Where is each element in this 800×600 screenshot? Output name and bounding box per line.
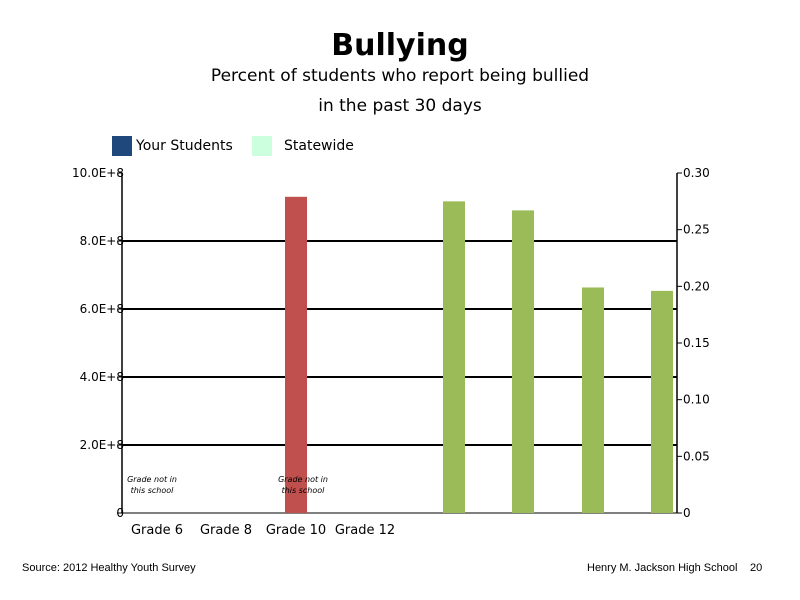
bar	[512, 210, 534, 513]
right-tick-label: 0.05	[683, 449, 710, 463]
left-tick-label: 10.0E+8	[72, 166, 124, 180]
annotation-grade-6: Grade not in this school	[127, 475, 177, 495]
legend-item-statewide: Statewide	[252, 136, 354, 156]
left-tick-label: 4.0E+8	[80, 370, 124, 384]
bar	[285, 196, 307, 514]
right-tick-label: 0.30	[683, 166, 710, 180]
bar	[582, 287, 604, 513]
footer-page-number: 20	[750, 562, 763, 574]
left-tick-label: 8.0E+8	[80, 234, 124, 248]
footer-source: Source: 2012 Healthy Youth Survey	[22, 562, 196, 574]
right-tick-label: 0.25	[683, 223, 710, 237]
left-tick-label: 6.0E+8	[80, 302, 124, 316]
x-tick-label: Grade 10	[266, 523, 326, 538]
chart-subtitle-line-2: in the past 30 days	[318, 96, 482, 116]
legend-label-statewide: Statewide	[284, 138, 354, 154]
footer-school: Henry M. Jackson High School	[587, 562, 738, 574]
right-tick-label: 0.20	[683, 279, 710, 293]
legend-item-your-students: Your Students	[112, 136, 233, 156]
chart-subtitle-line-1: Percent of students who report being bul…	[210, 66, 590, 86]
right-tick-label: 0.15	[683, 336, 710, 350]
right-tick-label: 0	[683, 506, 691, 520]
x-tick-label: Grade 12	[335, 523, 395, 538]
left-tick-label: 0	[116, 506, 124, 520]
right-tick-label: 0.10	[683, 393, 710, 407]
bar	[443, 201, 465, 514]
legend-label-your-students: Your Students	[136, 138, 233, 154]
left-tick-label: 2.0E+8	[80, 438, 124, 452]
legend-swatch-your-students	[112, 136, 132, 156]
x-tick-label: Grade 6	[131, 523, 183, 538]
bar	[651, 290, 673, 513]
x-tick-label: Grade 8	[200, 523, 252, 538]
legend-swatch-statewide	[252, 136, 272, 156]
chart-title: Bullying	[331, 28, 469, 63]
annotation-grade-10: Grade not in this school	[278, 475, 328, 495]
